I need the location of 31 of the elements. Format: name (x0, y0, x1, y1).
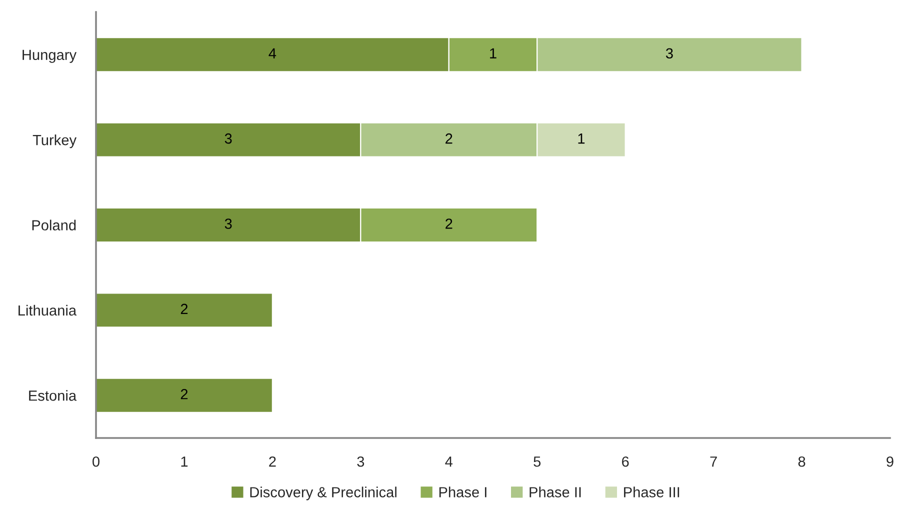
x-tick-label: 7 (710, 456, 717, 467)
x-tick-label: 4 (445, 456, 453, 467)
y-tick-label: Lithuania (18, 304, 77, 316)
legend-label: Discovery & Preclinical (250, 486, 396, 500)
data-label: 2 (446, 218, 452, 229)
data-label: 3 (666, 48, 673, 59)
x-tick-label: 5 (534, 456, 541, 467)
legend-label: Phase II (530, 486, 581, 498)
y-tick-label: Estonia (29, 390, 77, 401)
data-label: 2 (446, 133, 452, 144)
legend-label: Phase I (439, 486, 486, 498)
y-tick-label: Poland (32, 220, 76, 230)
y-tick-label: Hungary (22, 50, 77, 63)
bar (96, 378, 273, 413)
x-tick-label: 9 (886, 456, 894, 467)
x-tick-label: 6 (622, 456, 629, 467)
data-label: 3 (224, 133, 232, 144)
data-label: 3 (224, 218, 232, 229)
legend-label: Phase III (624, 486, 680, 498)
bar (96, 292, 273, 328)
x-tick-label: 2 (269, 456, 276, 467)
data-label: 2 (180, 388, 188, 400)
x-tick-label: 3 (357, 456, 364, 467)
data-label: 1 (490, 48, 496, 58)
x-tick-label: 8 (798, 456, 806, 467)
data-label: 2 (180, 304, 188, 314)
x-tick-label: 1 (181, 456, 188, 467)
y-tick-label: Turkey (32, 134, 77, 148)
x-tick-label: 0 (92, 456, 100, 467)
data-label: 1 (578, 134, 585, 144)
data-label: 4 (268, 48, 276, 58)
